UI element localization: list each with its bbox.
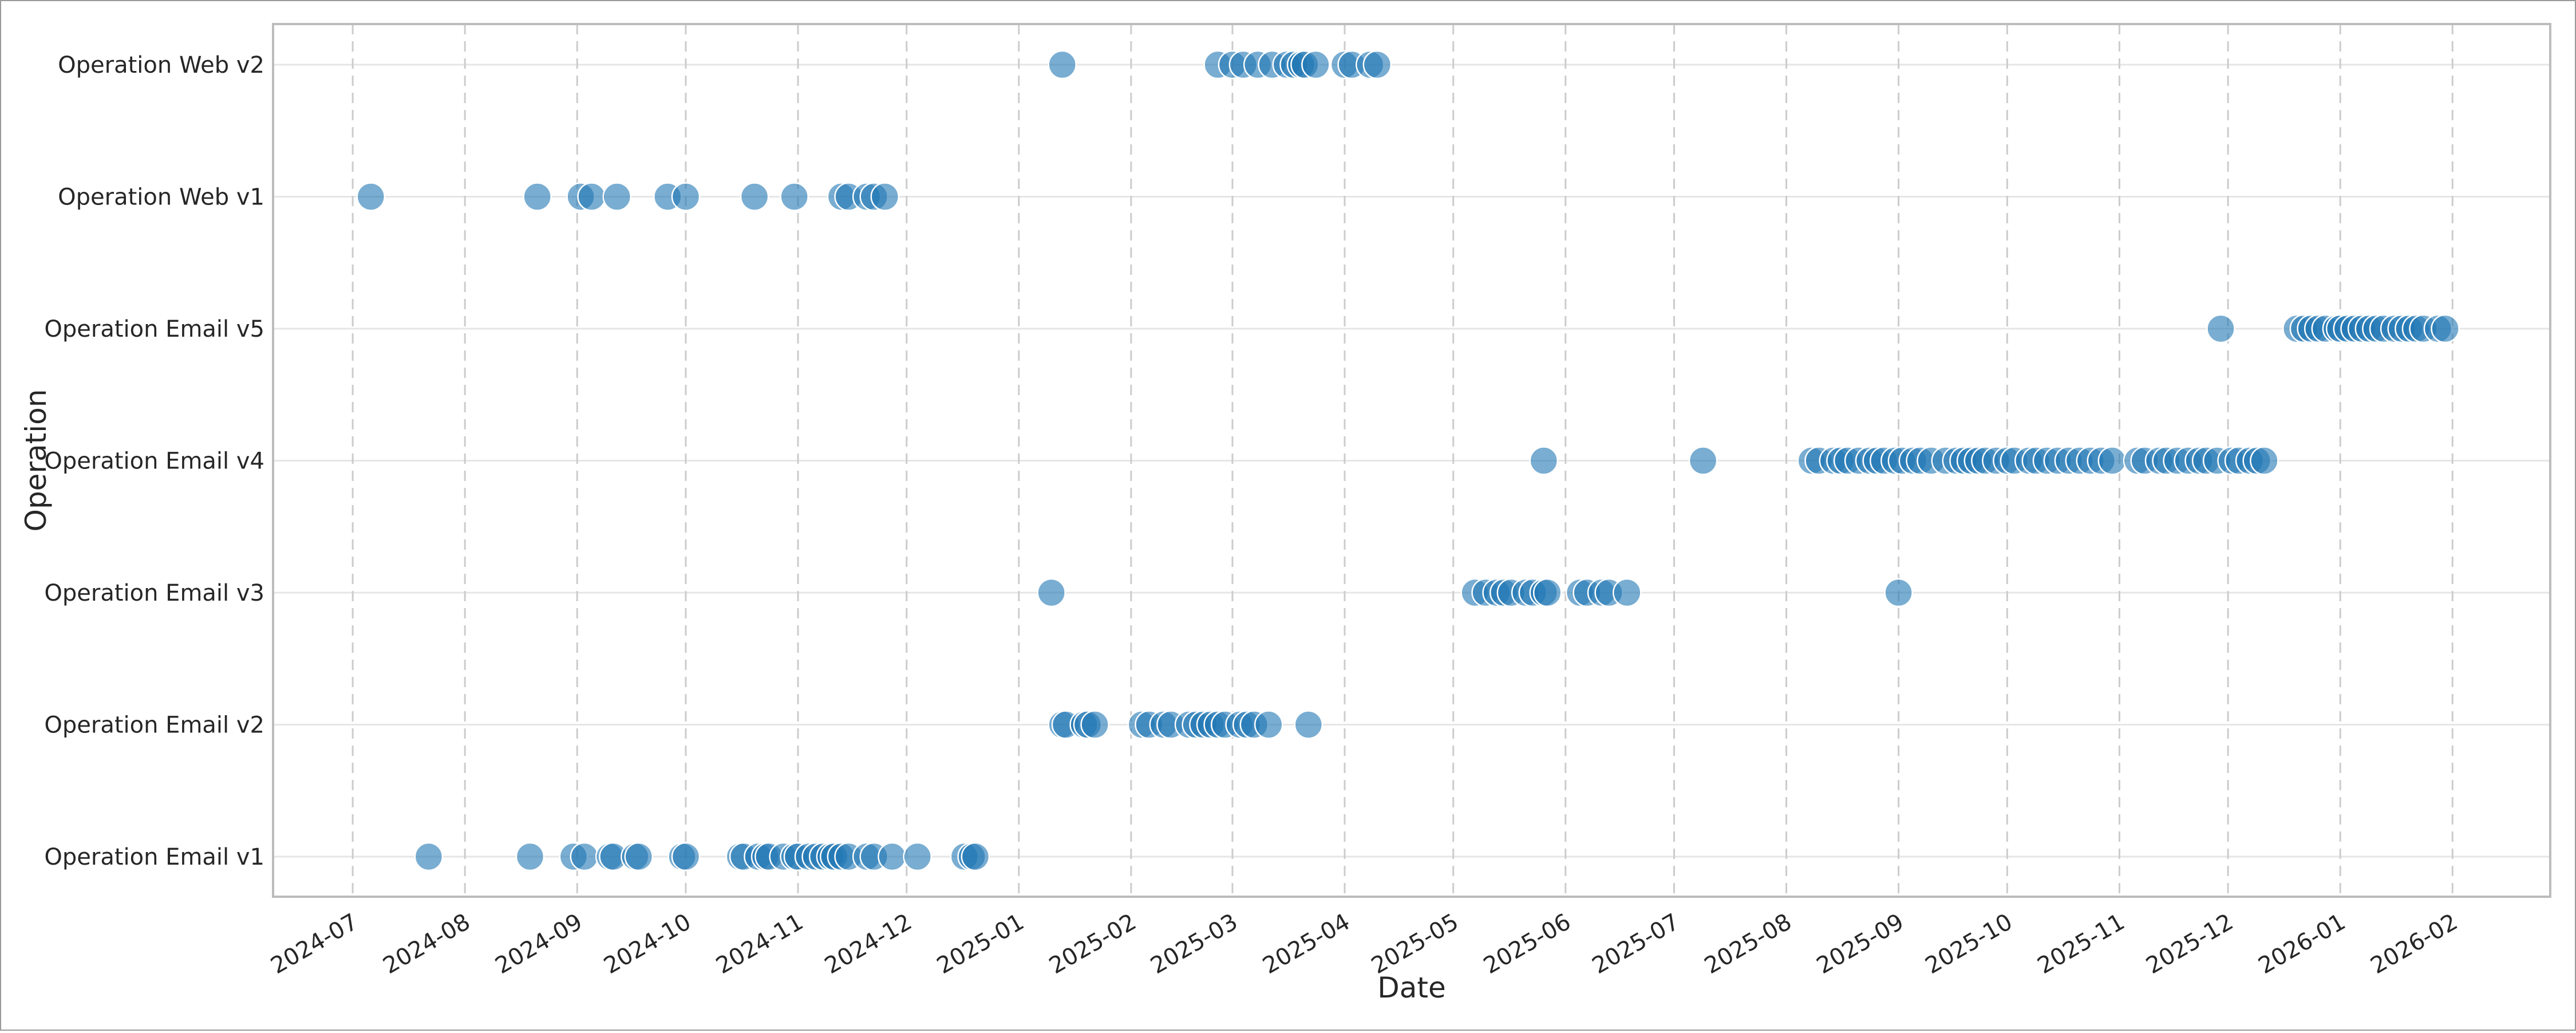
data-point: [1884, 578, 1913, 608]
data-point: [740, 182, 769, 211]
y-axis-title: Operation: [19, 389, 53, 532]
data-point: [780, 182, 809, 211]
data-point: [577, 182, 606, 211]
y-tick-label: Operation Web v2: [58, 52, 264, 78]
data-point: [903, 842, 932, 872]
x-tick-label: 2024-10: [599, 909, 696, 979]
data-point: [1294, 710, 1323, 739]
y-tick-label: Operation Email v1: [44, 844, 264, 870]
data-point: [602, 182, 632, 211]
x-tick-labels: 2024-07 2024-08 2024-09 2024-10 2024-11 2024-…: [266, 909, 2462, 979]
x-tick-label: 2025-07: [1588, 909, 1684, 979]
x-axis-title: Date: [1377, 971, 1446, 1004]
data-point: [624, 842, 654, 872]
data-point: [2431, 314, 2460, 344]
data-point: [570, 842, 599, 872]
x-tick-label: 2025-09: [1812, 909, 1909, 979]
x-tick-label: 2026-01: [2254, 909, 2350, 979]
data-point: [1048, 50, 1077, 80]
y-tick-label: Operation Email v5: [44, 316, 264, 342]
data-point: [1301, 50, 1330, 80]
data-point: [1254, 710, 1283, 739]
data-point: [1613, 578, 1642, 608]
data-point: [523, 182, 552, 211]
data-point: [878, 842, 907, 872]
y-tick-label: Operation Email v3: [44, 580, 264, 606]
x-tick-label: 2025-03: [1146, 909, 1242, 979]
x-tick-label: 2025-06: [1479, 909, 1575, 979]
plot-frame: [272, 23, 2551, 898]
y-tick-label: Operation Email v2: [44, 712, 264, 739]
x-tick-label: 2024-08: [378, 909, 475, 979]
y-tick-labels: Operation Email v1 Operation Email v2 Oper…: [44, 52, 264, 870]
x-tick-label: 2025-02: [1045, 909, 1141, 979]
data-point: [2250, 446, 2279, 475]
data-point: [1532, 578, 1562, 608]
x-tick-label: 2025-01: [933, 909, 1029, 979]
data-point: [671, 182, 701, 211]
data-point: [961, 842, 990, 872]
x-tick-label: 2024-12: [820, 909, 916, 979]
data-point: [1037, 578, 1066, 608]
data-point: [1529, 446, 1559, 475]
data-point: [515, 842, 545, 872]
x-tick-label: 2025-11: [2033, 909, 2129, 979]
x-tick-label: 2025-05: [1367, 909, 1463, 979]
data-point: [1080, 710, 1109, 739]
x-tick-label: 2024-09: [491, 909, 587, 979]
data-point: [2097, 446, 2127, 475]
data-point: [2206, 314, 2235, 344]
data-point: [870, 182, 900, 211]
data-point: [1688, 446, 1718, 475]
x-tick-label: 2025-08: [1700, 909, 1796, 979]
x-tick-label: 2024-11: [712, 909, 808, 979]
data-point: [356, 182, 386, 211]
y-tick-label: Operation Web v1: [58, 184, 264, 211]
points-layer: [356, 50, 2460, 872]
data-point: [1362, 50, 1392, 80]
x-tick-label: 2025-12: [2142, 909, 2238, 979]
x-tick-label: 2024-07: [266, 909, 362, 979]
data-point: [414, 842, 444, 872]
data-point: [671, 842, 701, 872]
y-tick-label: Operation Email v4: [44, 448, 264, 475]
x-tick-label: 2025-10: [1921, 909, 2017, 979]
x-tick-label: 2025-04: [1258, 909, 1354, 979]
x-tick-label: 2026-02: [2366, 909, 2462, 979]
